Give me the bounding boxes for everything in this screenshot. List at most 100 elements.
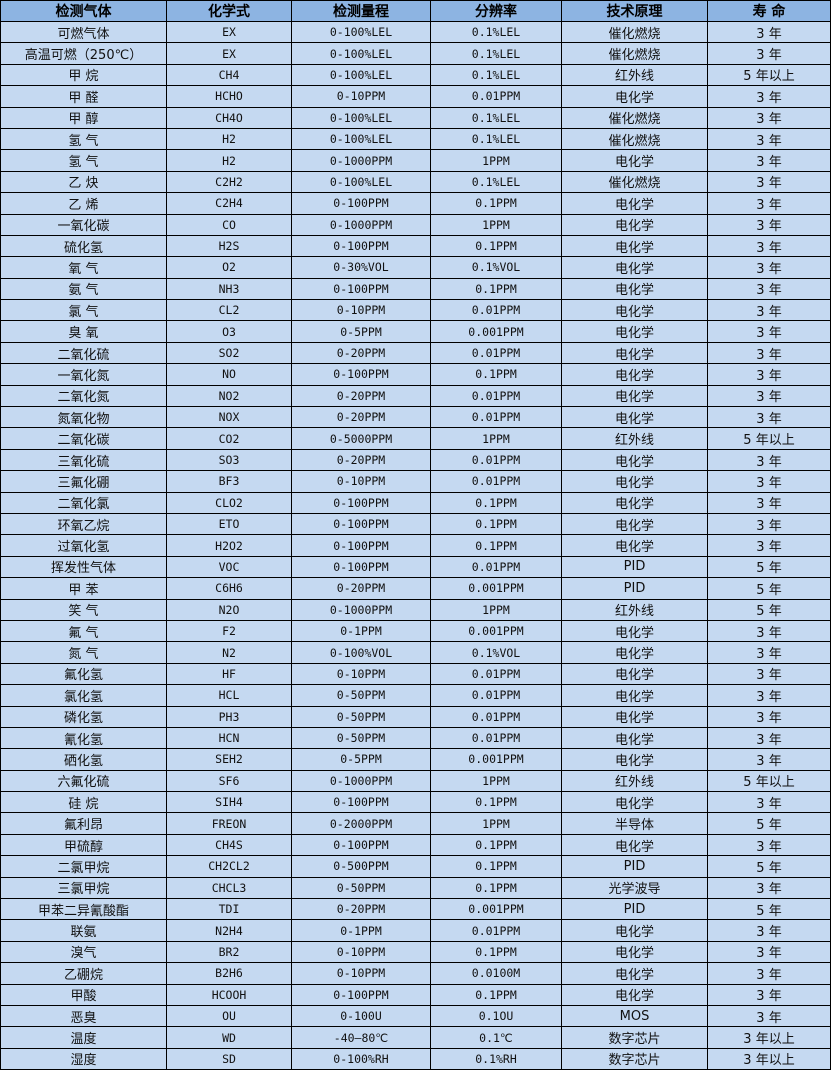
table-row: 六氟化硫 SF6 0-1000PPM 1PPM 红外线 5 年以上 <box>0 769 831 793</box>
header-principle: 技术原理 <box>561 0 708 22</box>
resolution-cell: 0.1PPM <box>430 277 562 301</box>
range-cell: 0-50PPM <box>291 876 431 900</box>
principle-cell: 数字芯片 <box>561 1026 708 1049</box>
principle-cell: 电化学 <box>561 833 708 857</box>
gas-name-cell: 甲酸 <box>0 983 167 1006</box>
resolution-cell: 0.001PPM <box>430 577 562 600</box>
formula-cell: C2H4 <box>166 192 292 215</box>
range-cell: 0-20PPM <box>291 406 431 429</box>
range-cell: 0-100PPM <box>291 534 431 557</box>
formula-cell: HCN <box>166 726 292 750</box>
resolution-cell: 0.1%LEL <box>430 42 562 65</box>
formula-cell: H2 <box>166 127 292 151</box>
resolution-cell: 0.1PPM <box>430 534 562 557</box>
principle-cell: 电化学 <box>561 726 708 750</box>
principle-cell: 电化学 <box>561 962 708 985</box>
range-cell: 0-1PPM <box>291 619 431 643</box>
range-cell: 0-10PPM <box>291 940 431 964</box>
principle-cell: 电化学 <box>561 448 708 472</box>
table-row: 氢 气 H2 0-100%LEL 0.1%LEL 催化燃烧 3 年 <box>0 127 831 151</box>
gas-name-cell: 氟 气 <box>0 619 167 643</box>
gas-name-cell: 三氧化硫 <box>0 448 167 472</box>
gas-name-cell: 甲 醛 <box>0 85 167 108</box>
resolution-cell: 0.1PPM <box>430 876 562 900</box>
formula-cell: F2 <box>166 619 292 643</box>
formula-cell: HCHO <box>166 85 292 108</box>
lifespan-cell: 5 年 <box>707 812 831 835</box>
table-row: 二氧化氮 NO2 0-20PPM 0.01PPM 电化学 3 年 <box>0 384 831 408</box>
principle-cell: 红外线 <box>561 769 708 793</box>
table-row: 氟化氢 HF 0-10PPM 0.01PPM 电化学 3 年 <box>0 662 831 686</box>
principle-cell: 电化学 <box>561 705 708 728</box>
resolution-cell: 0.001PPM <box>430 898 562 921</box>
gas-name-cell: 磷化氢 <box>0 705 167 728</box>
range-cell: 0-5PPM <box>291 748 431 771</box>
resolution-cell: 0.01PPM <box>430 684 562 707</box>
formula-cell: SF6 <box>166 769 292 793</box>
table-row: 乙 炔 C2H2 0-100%LEL 0.1%LEL 催化燃烧 3 年 <box>0 170 831 194</box>
gas-name-cell: 一氧化碳 <box>0 213 167 236</box>
formula-cell: WD <box>166 1026 292 1049</box>
formula-cell: O2 <box>166 256 292 279</box>
gas-name-cell: 联氨 <box>0 919 167 942</box>
range-cell: 0-2000PPM <box>291 812 431 835</box>
gas-name-cell: 乙 炔 <box>0 170 167 194</box>
resolution-cell: 0.001PPM <box>430 748 562 771</box>
table-row: 甲 苯 C6H6 0-20PPM 0.001PPM PID 5 年 <box>0 577 831 600</box>
formula-cell: N2O <box>166 598 292 621</box>
lifespan-cell: 3 年 <box>707 192 831 215</box>
principle-cell: 电化学 <box>561 341 708 365</box>
lifespan-cell: 3 年 <box>707 363 831 386</box>
table-row: 硒化氢 SEH2 0-5PPM 0.001PPM 电化学 3 年 <box>0 748 831 771</box>
table-row: 甲硫醇 CH4S 0-100PPM 0.1PPM 电化学 3 年 <box>0 833 831 857</box>
gas-name-cell: 笑 气 <box>0 598 167 621</box>
lifespan-cell: 3 年 <box>707 320 831 343</box>
principle-cell: 电化学 <box>561 192 708 215</box>
lifespan-cell: 3 年 <box>707 85 831 108</box>
header-formula: 化学式 <box>166 0 292 22</box>
formula-cell: TDI <box>166 898 292 921</box>
gas-name-cell: 硒化氢 <box>0 748 167 771</box>
gas-name-cell: 二氯甲烷 <box>0 855 167 878</box>
gas-name-cell: 湿度 <box>0 1047 167 1071</box>
resolution-cell: 0.1PPM <box>430 833 562 857</box>
resolution-cell: 0.01PPM <box>430 85 562 108</box>
principle-cell: 电化学 <box>561 256 708 279</box>
table-row: 二氧化氯 CLO2 0-100PPM 0.1PPM 电化学 3 年 <box>0 491 831 514</box>
resolution-cell: 0.01PPM <box>430 448 562 472</box>
range-cell: 0-100PPM <box>291 234 431 258</box>
lifespan-cell: 3 年 <box>707 234 831 258</box>
resolution-cell: 1PPM <box>430 598 562 621</box>
principle-cell: 数字芯片 <box>561 1047 708 1071</box>
gas-name-cell: 甲苯二异氰酸酯 <box>0 898 167 921</box>
table-row: 乙硼烷 B2H6 0-10PPM 0.0100M 电化学 3 年 <box>0 962 831 985</box>
principle-cell: 电化学 <box>561 277 708 301</box>
table-row: 笑 气 N2O 0-1000PPM 1PPM 红外线 5 年 <box>0 598 831 621</box>
resolution-cell: 0.01PPM <box>430 470 562 493</box>
range-cell: 0-100PPM <box>291 555 431 579</box>
range-cell: 0-10PPM <box>291 962 431 985</box>
lifespan-cell: 3 年 <box>707 962 831 985</box>
lifespan-cell: 5 年以上 <box>707 769 831 793</box>
principle-cell: PID <box>561 898 708 921</box>
table-row: 氧 气 O2 0-30%VOL 0.1%VOL 电化学 3 年 <box>0 256 831 279</box>
formula-cell: CH4S <box>166 833 292 857</box>
formula-cell: N2H4 <box>166 919 292 942</box>
header-lifespan: 寿 命 <box>707 0 831 22</box>
range-cell: 0-50PPM <box>291 705 431 728</box>
header-range: 检测量程 <box>291 0 431 22</box>
table-row: 甲 烷 CH4 0-100%LEL 0.1%LEL 红外线 5 年以上 <box>0 63 831 87</box>
principle-cell: 电化学 <box>561 748 708 771</box>
table-row: 硅 烷 SIH4 0-100PPM 0.1PPM 电化学 3 年 <box>0 791 831 814</box>
lifespan-cell: 3 年 <box>707 919 831 942</box>
header-gas: 检测气体 <box>0 0 167 22</box>
principle-cell: MOS <box>561 1004 708 1028</box>
range-cell: 0-20PPM <box>291 448 431 472</box>
table-row: 过氧化氢 H2O2 0-100PPM 0.1PPM 电化学 3 年 <box>0 534 831 557</box>
resolution-cell: 0.1PPM <box>430 192 562 215</box>
range-cell: 0-100PPM <box>291 363 431 386</box>
resolution-cell: 0.1PPM <box>430 940 562 964</box>
formula-cell: SO3 <box>166 448 292 472</box>
resolution-cell: 0.1PPM <box>430 512 562 536</box>
gas-name-cell: 臭 氧 <box>0 320 167 343</box>
